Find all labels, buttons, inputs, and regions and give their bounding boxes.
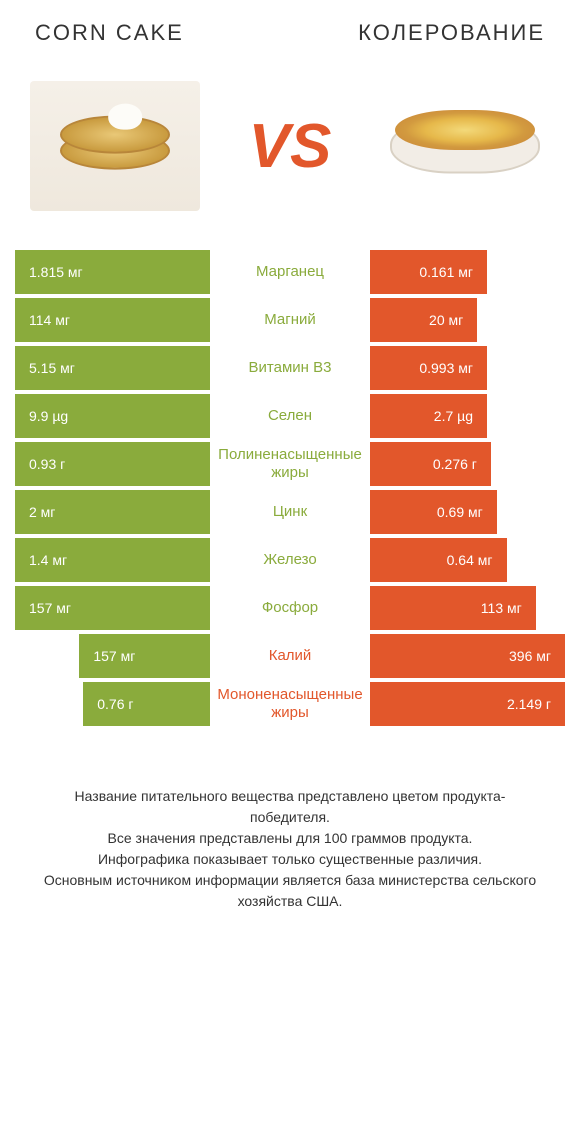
right-value-bar: 0.64 мг	[370, 538, 507, 582]
left-bar-wrap: 0.93 г	[15, 442, 210, 486]
left-value-bar: 157 мг	[15, 586, 210, 630]
right-value-bar: 0.69 мг	[370, 490, 497, 534]
nutrient-label: Цинк	[210, 490, 370, 534]
left-value-bar: 1.815 мг	[15, 250, 210, 294]
nutrition-row: 157 мгКалий396 мг	[15, 634, 565, 678]
left-bar-wrap: 157 мг	[15, 634, 210, 678]
left-value-bar: 5.15 мг	[15, 346, 210, 390]
left-value-bar: 0.76 г	[83, 682, 210, 726]
right-value-bar: 113 мг	[370, 586, 536, 630]
left-value-bar: 2 мг	[15, 490, 210, 534]
left-bar-wrap: 2 мг	[15, 490, 210, 534]
right-bar-wrap: 2.7 µg	[370, 394, 565, 438]
right-bar-wrap: 0.64 мг	[370, 538, 565, 582]
left-bar-wrap: 114 мг	[15, 298, 210, 342]
nutrition-row: 9.9 µgСелен2.7 µg	[15, 394, 565, 438]
right-value-bar: 2.7 µg	[370, 394, 487, 438]
right-bar-wrap: 0.161 мг	[370, 250, 565, 294]
footer-text: Название питательного вещества представл…	[15, 786, 565, 912]
left-bar-wrap: 9.9 µg	[15, 394, 210, 438]
nutrient-label: Селен	[210, 394, 370, 438]
right-value-bar: 20 мг	[370, 298, 477, 342]
left-value-bar: 1.4 мг	[15, 538, 210, 582]
nutrient-label: Мононенасыщенные жиры	[210, 682, 370, 726]
nutrition-row: 114 мгМагний20 мг	[15, 298, 565, 342]
nutrition-row: 2 мгЦинк0.69 мг	[15, 490, 565, 534]
nutrition-row: 5.15 мгВитамин B30.993 мг	[15, 346, 565, 390]
nutrition-row: 157 мгФосфор113 мг	[15, 586, 565, 630]
right-value-bar: 2.149 г	[370, 682, 565, 726]
nutrition-row: 0.93 гПолиненасыщенные жиры0.276 г	[15, 442, 565, 486]
nutrient-label: Калий	[210, 634, 370, 678]
nutrition-row: 1.4 мгЖелезо0.64 мг	[15, 538, 565, 582]
left-value-bar: 9.9 µg	[15, 394, 210, 438]
nutrient-label: Магний	[210, 298, 370, 342]
left-value-bar: 114 мг	[15, 298, 210, 342]
nutrition-row: 0.76 гМононенасыщенные жиры2.149 г	[15, 682, 565, 726]
nutrition-table: 1.815 мгМарганец0.161 мг114 мгМагний20 м…	[15, 250, 565, 726]
nutrient-label: Марганец	[210, 250, 370, 294]
right-value-bar: 0.276 г	[370, 442, 491, 486]
right-product-image	[375, 76, 555, 216]
right-value-bar: 396 мг	[370, 634, 565, 678]
left-bar-wrap: 157 мг	[15, 586, 210, 630]
left-bar-wrap: 0.76 г	[15, 682, 210, 726]
right-bar-wrap: 113 мг	[370, 586, 565, 630]
left-bar-wrap: 1.815 мг	[15, 250, 210, 294]
nutrient-label: Полиненасыщенные жиры	[210, 442, 370, 486]
right-bar-wrap: 20 мг	[370, 298, 565, 342]
header: CORN CAKE КОЛЕРОВАНИЕ	[15, 20, 565, 56]
right-product-title: КОЛЕРОВАНИЕ	[358, 20, 545, 46]
vs-badge: VS	[249, 111, 332, 182]
right-value-bar: 0.161 мг	[370, 250, 487, 294]
nutrient-label: Витамин B3	[210, 346, 370, 390]
compare-row: VS	[15, 56, 565, 246]
nutrition-row: 1.815 мгМарганец0.161 мг	[15, 250, 565, 294]
left-bar-wrap: 1.4 мг	[15, 538, 210, 582]
right-value-bar: 0.993 мг	[370, 346, 487, 390]
left-value-bar: 157 мг	[79, 634, 210, 678]
right-bar-wrap: 0.69 мг	[370, 490, 565, 534]
left-product-title: CORN CAKE	[35, 20, 184, 46]
left-value-bar: 0.93 г	[15, 442, 210, 486]
right-bar-wrap: 2.149 г	[370, 682, 565, 726]
right-bar-wrap: 0.276 г	[370, 442, 565, 486]
right-bar-wrap: 396 мг	[370, 634, 565, 678]
nutrient-label: Железо	[210, 538, 370, 582]
left-product-image	[25, 76, 205, 216]
left-bar-wrap: 5.15 мг	[15, 346, 210, 390]
nutrient-label: Фосфор	[210, 586, 370, 630]
right-bar-wrap: 0.993 мг	[370, 346, 565, 390]
